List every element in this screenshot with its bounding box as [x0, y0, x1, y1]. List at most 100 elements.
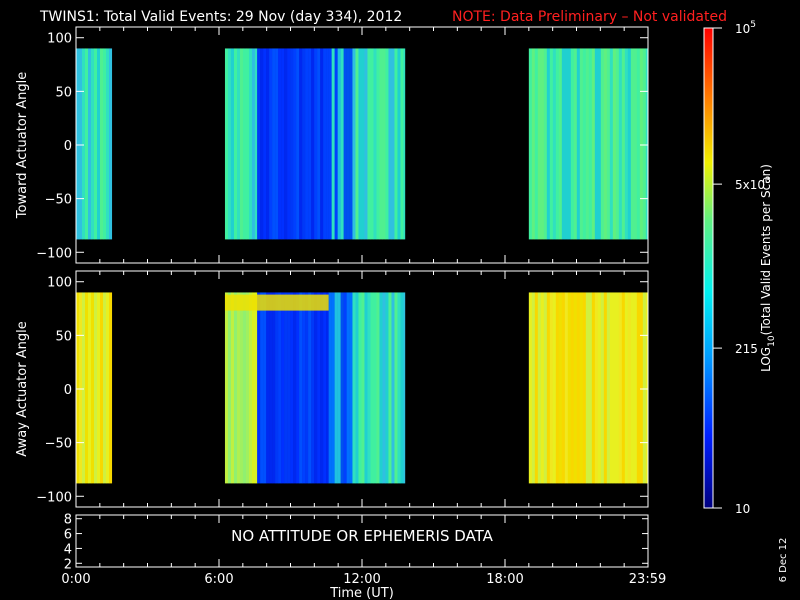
y-tick-label: −50 — [45, 437, 72, 452]
heatmap-cell — [534, 292, 539, 484]
heatmap-cell — [275, 292, 279, 484]
toward-x-ticks — [75, 27, 649, 263]
colorbar-label-log: LOG — [759, 347, 773, 372]
colorbar-tick-label-exponent: 3 — [765, 176, 771, 186]
heatmap-cell — [346, 292, 350, 484]
heatmap-cell — [343, 48, 347, 240]
heatmap-cell — [561, 48, 566, 240]
heatmap-cell — [311, 292, 315, 484]
heatmap-cell — [597, 292, 602, 484]
heatmap-cell — [355, 48, 359, 240]
heatmap-cell — [615, 292, 620, 484]
heatmap-cell — [639, 48, 644, 240]
heatmap-cell — [543, 48, 548, 240]
heatmap-cell — [555, 292, 560, 484]
heatmap-cell — [100, 48, 104, 240]
heatmap-cell — [269, 292, 273, 484]
heatmap-cell — [257, 292, 261, 484]
heatmap-cell — [576, 48, 581, 240]
heatmap-cell — [308, 48, 312, 240]
heatmap-cell — [299, 48, 303, 240]
heatmap-cell — [358, 48, 362, 240]
heatmap-cell — [109, 48, 113, 240]
y-tick-label: 0 — [64, 139, 72, 154]
heatmap-cell — [331, 292, 335, 484]
y-tick-label: −100 — [36, 246, 72, 261]
away-x-ticks — [75, 271, 649, 507]
heatmap-cell — [612, 292, 617, 484]
heatmap-cell — [603, 48, 608, 240]
heatmap-cell — [299, 292, 303, 484]
heatmap-cell — [242, 48, 247, 240]
heatmap-cell — [364, 48, 368, 240]
y-tick-label: 0 — [64, 383, 72, 398]
heatmap-cell — [564, 292, 569, 484]
heatmap-cell — [323, 48, 327, 240]
heatmap-cell — [245, 48, 250, 240]
heatmap-cell — [367, 48, 371, 240]
heatmap-cell — [326, 292, 329, 484]
heatmap-cell — [639, 292, 644, 484]
heatmap-cell — [627, 48, 632, 240]
x-tick-labels: 0:00 6:00 12:00 18:00 23:59 — [61, 572, 666, 587]
heatmap-cell — [343, 292, 347, 484]
heatmap-cell — [106, 292, 110, 484]
heatmap-cell — [603, 292, 608, 484]
heatmap-cell — [636, 292, 641, 484]
heatmap-cell — [272, 48, 276, 240]
y-tick-label: 4 — [64, 542, 72, 557]
heatmap-cell — [266, 48, 270, 240]
heatmap-cell — [627, 292, 632, 484]
heatmap-cell — [388, 48, 392, 240]
heatmap-cell — [364, 292, 368, 484]
heatmap-cell — [251, 292, 256, 484]
heatmap-cell — [397, 48, 401, 240]
ephemeris-x-ticks — [75, 515, 649, 567]
heatmap-cell — [296, 292, 300, 484]
heatmap-cell — [576, 292, 581, 484]
heatmap-cell — [337, 48, 341, 240]
heatmap-cell — [615, 48, 620, 240]
heatmap-cell — [254, 48, 258, 240]
heatmap-cell — [376, 292, 380, 484]
heatmap-cell — [391, 48, 395, 240]
heatmap-cell — [79, 48, 83, 240]
heatmap-cell — [248, 48, 253, 240]
heatmap-cell — [597, 48, 602, 240]
heatmap-cell — [337, 292, 341, 484]
no-data-message: NO ATTITUDE OR EPHEMERIS DATA — [231, 527, 494, 545]
colorbar-tick-label-base: 10 — [735, 22, 750, 36]
heatmap-cell — [388, 292, 392, 484]
heatmap-cell — [573, 48, 578, 240]
heatmap-cell — [588, 292, 593, 484]
heatmap-cell — [606, 48, 611, 240]
heatmap-cell — [314, 292, 318, 484]
heatmap-cell — [534, 48, 539, 240]
heatmap-cell — [293, 292, 297, 484]
preliminary-note: NOTE: Data Preliminary – Not validated — [452, 9, 727, 25]
heatmap-cell — [239, 292, 244, 484]
heatmap-cell — [233, 292, 238, 484]
heatmap-cell — [328, 292, 332, 484]
heatmap-cell — [624, 292, 629, 484]
heatmap-cell — [85, 292, 89, 484]
heatmap-cell — [546, 292, 551, 484]
away-y-axis-label: Away Actuator Angle — [15, 321, 30, 456]
heatmap-cell — [103, 48, 107, 240]
heatmap-cell — [254, 292, 258, 484]
colorbar-tick-label-base: 10 — [735, 502, 750, 516]
heatmap-cell — [242, 292, 247, 484]
heatmap-cell — [531, 48, 536, 240]
heatmap-cell — [91, 292, 95, 484]
heatmap-cell — [591, 292, 596, 484]
heatmap-cell — [346, 48, 350, 240]
heatmap-cell — [302, 48, 306, 240]
heatmap-cell — [328, 48, 332, 240]
heatmap-cell — [528, 292, 533, 484]
colorbar-gradient — [703, 27, 714, 509]
heatmap-cell — [284, 48, 288, 240]
y-tick-label: −100 — [36, 490, 72, 505]
heatmap-cell — [636, 48, 641, 240]
